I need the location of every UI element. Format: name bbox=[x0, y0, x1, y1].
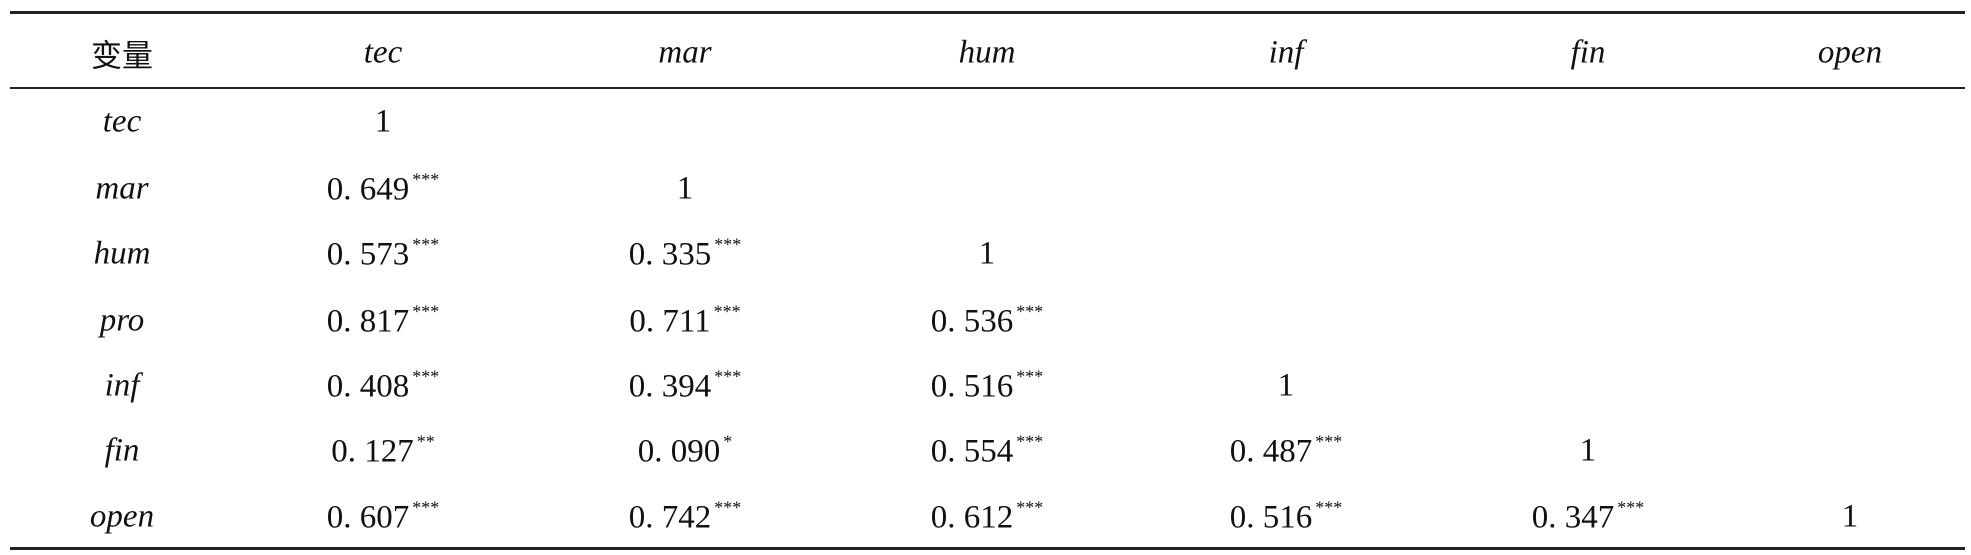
row-label: open bbox=[89, 498, 155, 535]
table-cell: 0. 127 ** bbox=[331, 432, 435, 471]
cell-value: 1 bbox=[1277, 367, 1295, 404]
cell-value: 0. 516 bbox=[930, 368, 1014, 405]
table-cell: 1 bbox=[979, 236, 996, 273]
table-cell: 0. 516 *** bbox=[931, 367, 1044, 406]
significance-stars: *** bbox=[714, 366, 742, 387]
table-cell: 0. 347 *** bbox=[1532, 498, 1645, 537]
table-cell: 0. 536 *** bbox=[931, 302, 1044, 341]
significance-stars: *** bbox=[412, 366, 440, 387]
cell-value: 1 bbox=[374, 103, 392, 140]
cell-value: 0. 090 bbox=[637, 433, 721, 470]
cell-value: 0. 742 bbox=[628, 499, 712, 536]
header-cell: open bbox=[1817, 34, 1883, 71]
row-label: inf bbox=[104, 367, 140, 404]
cell-value: 1 bbox=[978, 235, 996, 272]
table-cell: 0. 408 *** bbox=[327, 367, 440, 406]
table-cell: 0. 573 *** bbox=[327, 235, 440, 274]
cell-value: 0. 487 bbox=[1229, 433, 1313, 470]
cell-value: 0. 649 bbox=[326, 171, 410, 208]
table-cell: 1 bbox=[1580, 433, 1597, 470]
header-cell: fin bbox=[1570, 34, 1606, 71]
cell-value: 0. 607 bbox=[326, 499, 410, 536]
cell-value: 0. 554 bbox=[930, 433, 1014, 470]
significance-stars: *** bbox=[1315, 497, 1343, 518]
table-cell: 1 bbox=[1278, 368, 1295, 405]
cell-value: 0. 817 bbox=[326, 303, 410, 340]
significance-stars: *** bbox=[1617, 497, 1645, 518]
table-cell: 0. 742 *** bbox=[629, 498, 742, 537]
header-cell: 变量 bbox=[91, 38, 153, 75]
bottom-rule bbox=[10, 547, 1965, 550]
significance-stars: *** bbox=[714, 234, 742, 255]
cell-value: 0. 408 bbox=[326, 368, 410, 405]
table-cell: 0. 516 *** bbox=[1230, 498, 1343, 537]
table-cell: 0. 335 *** bbox=[629, 235, 742, 274]
significance-stars: *** bbox=[412, 234, 440, 255]
significance-stars: *** bbox=[1315, 431, 1343, 452]
cell-value: 0. 335 bbox=[628, 236, 712, 273]
cell-value: 0. 394 bbox=[628, 368, 712, 405]
table-cell: 1 bbox=[375, 104, 392, 141]
header-cell: tec bbox=[363, 34, 403, 71]
significance-stars: *** bbox=[412, 497, 440, 518]
row-label: hum bbox=[93, 235, 151, 272]
table-cell: 1 bbox=[1842, 499, 1859, 536]
table-cell: 1 bbox=[677, 171, 694, 208]
cell-value: 0. 536 bbox=[930, 303, 1014, 340]
significance-stars: *** bbox=[412, 301, 440, 322]
top-rule bbox=[10, 11, 1965, 14]
row-label: mar bbox=[95, 170, 149, 207]
header-cell: inf bbox=[1268, 34, 1304, 71]
table-cell: 0. 711 *** bbox=[629, 302, 740, 341]
table-cell: 0. 817 *** bbox=[327, 302, 440, 341]
row-label: fin bbox=[104, 432, 140, 469]
table-cell: 0. 612 *** bbox=[931, 498, 1044, 537]
significance-stars: *** bbox=[412, 169, 440, 190]
significance-stars: *** bbox=[714, 497, 742, 518]
header-rule bbox=[10, 87, 1965, 89]
table-cell: 0. 487 *** bbox=[1230, 432, 1343, 471]
header-cell: mar bbox=[658, 34, 712, 71]
significance-stars: *** bbox=[713, 301, 741, 322]
table-cell: 0. 090 * bbox=[638, 432, 733, 471]
cell-value: 1 bbox=[676, 170, 694, 207]
cell-value: 1 bbox=[1841, 498, 1859, 535]
cell-value: 1 bbox=[1579, 432, 1597, 469]
row-label: pro bbox=[99, 302, 145, 339]
cell-value: 0. 573 bbox=[326, 236, 410, 273]
significance-stars: *** bbox=[1016, 366, 1044, 387]
row-label: tec bbox=[102, 103, 142, 140]
cell-value: 0. 612 bbox=[930, 499, 1014, 536]
significance-stars: *** bbox=[1016, 301, 1044, 322]
significance-stars: *** bbox=[1016, 497, 1044, 518]
significance-stars: *** bbox=[1016, 431, 1044, 452]
significance-stars: ** bbox=[416, 431, 435, 452]
cell-value: 0. 516 bbox=[1229, 499, 1313, 536]
cell-value: 0. 711 bbox=[629, 303, 711, 340]
table-cell: 0. 649 *** bbox=[327, 170, 440, 209]
cell-value: 0. 347 bbox=[1531, 499, 1615, 536]
header-cell: hum bbox=[958, 34, 1016, 71]
table-cell: 0. 607 *** bbox=[327, 498, 440, 537]
table-cell: 0. 554 *** bbox=[931, 432, 1044, 471]
significance-stars: * bbox=[723, 431, 733, 452]
cell-value: 0. 127 bbox=[331, 433, 414, 470]
table-cell: 0. 394 *** bbox=[629, 367, 742, 406]
